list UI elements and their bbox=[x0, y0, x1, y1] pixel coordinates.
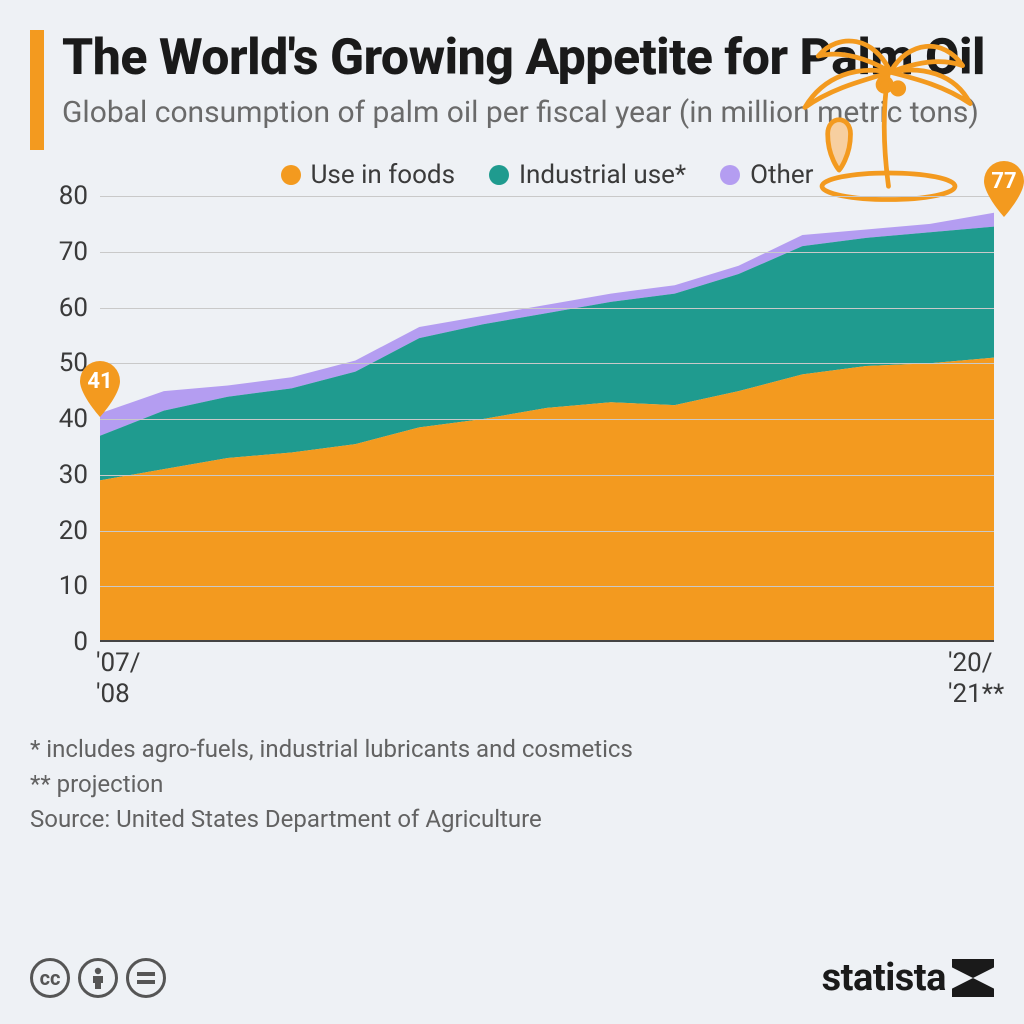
legend-item-industrial: Industrial use* bbox=[489, 160, 686, 190]
ytick-label: 20 bbox=[40, 516, 88, 546]
ytick-label: 60 bbox=[40, 293, 88, 323]
legend-item-foods: Use in foods bbox=[281, 160, 455, 190]
gridline bbox=[100, 475, 994, 476]
legend-label: Industrial use* bbox=[519, 160, 686, 190]
brand: statista bbox=[822, 956, 994, 1000]
footer: cc statista bbox=[30, 956, 994, 1000]
callout-value: 41 bbox=[76, 369, 124, 394]
ytick-label: 70 bbox=[40, 237, 88, 267]
accent-bar bbox=[30, 30, 44, 150]
ytick-label: 0 bbox=[40, 627, 88, 657]
callout-drop: 77 bbox=[980, 161, 1024, 221]
cc-icon: cc bbox=[30, 958, 70, 998]
ytick-label: 80 bbox=[40, 181, 88, 211]
x-axis bbox=[100, 640, 994, 642]
legend-swatch bbox=[720, 165, 740, 185]
nd-icon bbox=[126, 958, 166, 998]
legend-swatch bbox=[489, 165, 509, 185]
gridline bbox=[100, 586, 994, 587]
source: Source: United States Department of Agri… bbox=[30, 802, 994, 837]
gridline bbox=[100, 419, 994, 420]
footnote-industrial: * includes agro-fuels, industrial lubric… bbox=[30, 732, 994, 767]
gridline bbox=[100, 308, 994, 309]
footnote-projection: ** projection bbox=[30, 767, 994, 802]
brand-name: statista bbox=[822, 956, 946, 1000]
legend-label: Use in foods bbox=[311, 160, 455, 190]
callout-value: 77 bbox=[980, 169, 1024, 194]
footnotes: * includes agro-fuels, industrial lubric… bbox=[30, 732, 994, 836]
callout-drop: 41 bbox=[76, 361, 124, 421]
gridline bbox=[100, 252, 994, 253]
chart: 010203040506070804177'07/'08'20/'21** bbox=[40, 196, 994, 666]
license-icons: cc bbox=[30, 958, 166, 998]
legend-swatch bbox=[281, 165, 301, 185]
header: The World's Growing Appetite for Palm Oi… bbox=[30, 30, 994, 150]
xtick-label: '07/'08 bbox=[96, 648, 141, 710]
brand-mark-icon bbox=[952, 959, 994, 997]
ytick-label: 10 bbox=[40, 571, 88, 601]
gridline bbox=[100, 531, 994, 532]
xtick-label: '20/'21** bbox=[948, 648, 1004, 710]
gridline bbox=[100, 363, 994, 364]
ytick-label: 30 bbox=[40, 460, 88, 490]
palm-tree-icon bbox=[784, 20, 974, 210]
gridline bbox=[100, 196, 994, 197]
by-icon bbox=[78, 958, 118, 998]
